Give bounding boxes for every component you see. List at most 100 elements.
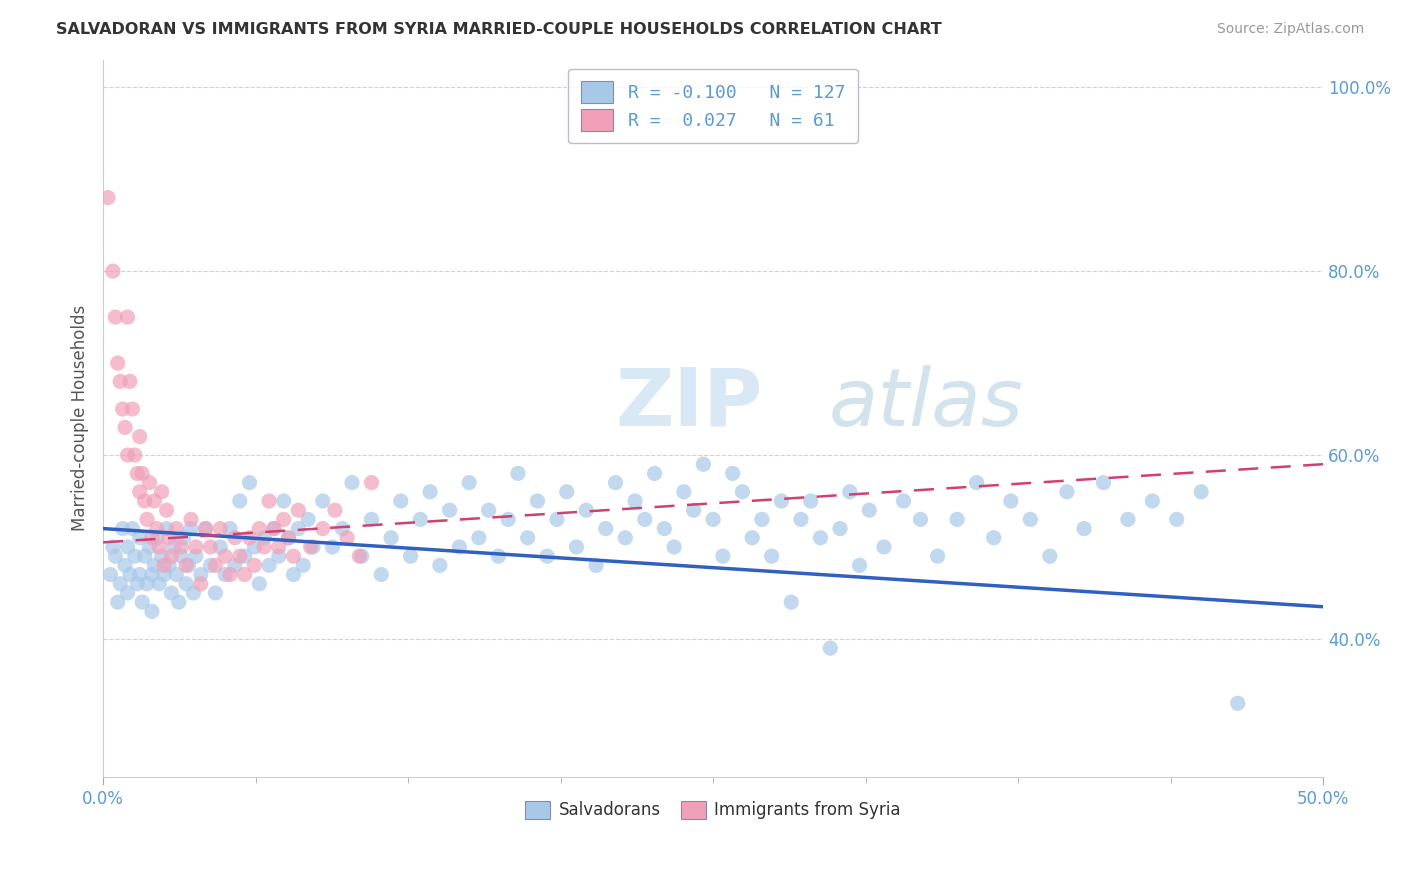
Point xyxy=(820,641,842,656)
Point xyxy=(138,475,160,490)
Point xyxy=(336,531,359,545)
Point xyxy=(751,512,773,526)
Point xyxy=(117,310,139,324)
Point xyxy=(111,402,134,417)
Point xyxy=(536,549,558,564)
Point xyxy=(107,595,129,609)
Point xyxy=(575,503,598,517)
Point xyxy=(127,576,149,591)
Point xyxy=(927,549,949,564)
Point xyxy=(114,420,136,434)
Point xyxy=(117,540,139,554)
Point xyxy=(800,494,823,508)
Point xyxy=(721,467,744,481)
Point xyxy=(323,503,346,517)
Point xyxy=(131,467,153,481)
Point xyxy=(229,494,252,508)
Point xyxy=(1166,512,1188,526)
Point xyxy=(170,540,193,554)
Point xyxy=(277,531,299,545)
Point xyxy=(273,512,295,526)
Point xyxy=(194,522,217,536)
Point xyxy=(790,512,813,526)
Point xyxy=(163,540,186,554)
Point xyxy=(257,494,280,508)
Point xyxy=(136,512,159,526)
Point xyxy=(419,484,441,499)
Point xyxy=(127,467,149,481)
Point xyxy=(247,522,270,536)
Point xyxy=(146,531,169,545)
Point xyxy=(148,576,170,591)
Point xyxy=(946,512,969,526)
Y-axis label: Married-couple Households: Married-couple Households xyxy=(72,305,89,532)
Point xyxy=(702,512,724,526)
Point xyxy=(204,558,226,573)
Point xyxy=(111,522,134,536)
Point xyxy=(150,484,173,499)
Point xyxy=(1073,522,1095,536)
Point xyxy=(605,475,627,490)
Point xyxy=(173,531,195,545)
Point xyxy=(1039,549,1062,564)
Point xyxy=(190,567,212,582)
Point xyxy=(370,567,392,582)
Text: atlas: atlas xyxy=(830,365,1024,443)
Point xyxy=(153,567,176,582)
Point xyxy=(157,558,180,573)
Point xyxy=(496,512,519,526)
Text: Source: ZipAtlas.com: Source: ZipAtlas.com xyxy=(1216,22,1364,37)
Point xyxy=(165,567,187,582)
Point xyxy=(672,484,695,499)
Point xyxy=(828,522,851,536)
Point xyxy=(124,549,146,564)
Point xyxy=(134,549,156,564)
Point xyxy=(389,494,412,508)
Point xyxy=(118,375,141,389)
Point xyxy=(128,484,150,499)
Point xyxy=(118,567,141,582)
Point xyxy=(595,522,617,536)
Text: SALVADORAN VS IMMIGRANTS FROM SYRIA MARRIED-COUPLE HOUSEHOLDS CORRELATION CHART: SALVADORAN VS IMMIGRANTS FROM SYRIA MARR… xyxy=(56,22,942,37)
Point xyxy=(449,540,471,554)
Point xyxy=(277,531,299,545)
Point xyxy=(121,402,143,417)
Point xyxy=(555,484,578,499)
Point xyxy=(770,494,793,508)
Point xyxy=(429,558,451,573)
Point xyxy=(209,522,232,536)
Point xyxy=(299,540,322,554)
Point xyxy=(160,549,183,564)
Text: ZIP: ZIP xyxy=(616,365,763,443)
Point xyxy=(409,512,432,526)
Point xyxy=(131,595,153,609)
Point xyxy=(1116,512,1139,526)
Point xyxy=(983,531,1005,545)
Point xyxy=(136,576,159,591)
Point xyxy=(711,549,734,564)
Point xyxy=(219,522,242,536)
Point xyxy=(321,540,343,554)
Point xyxy=(1056,484,1078,499)
Point xyxy=(107,356,129,370)
Point xyxy=(340,475,363,490)
Point xyxy=(893,494,915,508)
Point xyxy=(233,567,256,582)
Point xyxy=(292,558,315,573)
Point xyxy=(141,531,163,545)
Point xyxy=(238,475,260,490)
Point xyxy=(170,549,193,564)
Point xyxy=(121,522,143,536)
Point xyxy=(910,512,932,526)
Point xyxy=(682,503,704,517)
Point xyxy=(184,549,207,564)
Point xyxy=(229,549,252,564)
Point xyxy=(468,531,491,545)
Point xyxy=(662,540,685,554)
Point xyxy=(124,448,146,462)
Point xyxy=(1092,475,1115,490)
Point xyxy=(100,567,122,582)
Point xyxy=(167,595,190,609)
Point xyxy=(810,531,832,545)
Point xyxy=(1019,512,1042,526)
